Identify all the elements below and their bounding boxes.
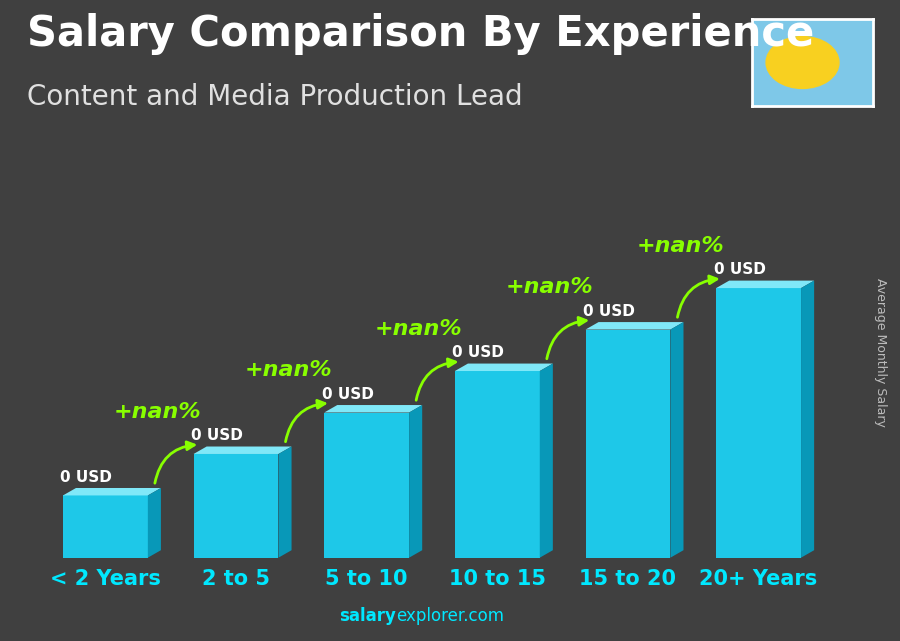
FancyArrowPatch shape bbox=[547, 317, 586, 359]
Bar bbox=[63, 495, 148, 558]
Polygon shape bbox=[716, 281, 815, 288]
Text: +nan%: +nan% bbox=[245, 360, 332, 380]
Text: explorer.com: explorer.com bbox=[396, 607, 504, 625]
Bar bbox=[586, 329, 670, 558]
Text: Average Monthly Salary: Average Monthly Salary bbox=[874, 278, 886, 427]
Polygon shape bbox=[278, 447, 292, 558]
Text: 0 USD: 0 USD bbox=[321, 387, 374, 402]
Text: +nan%: +nan% bbox=[113, 402, 202, 422]
Circle shape bbox=[766, 37, 839, 88]
Text: +nan%: +nan% bbox=[506, 277, 593, 297]
Text: +nan%: +nan% bbox=[375, 319, 463, 338]
Text: 0 USD: 0 USD bbox=[452, 345, 504, 360]
FancyArrowPatch shape bbox=[285, 401, 325, 442]
Text: 0 USD: 0 USD bbox=[583, 304, 634, 319]
Bar bbox=[194, 454, 278, 558]
Polygon shape bbox=[148, 488, 161, 558]
FancyArrowPatch shape bbox=[416, 359, 455, 400]
Text: Content and Media Production Lead: Content and Media Production Lead bbox=[27, 83, 523, 112]
Polygon shape bbox=[586, 322, 683, 329]
Polygon shape bbox=[454, 363, 553, 371]
Polygon shape bbox=[324, 405, 422, 413]
Bar bbox=[324, 413, 410, 558]
Text: 0 USD: 0 USD bbox=[60, 470, 112, 485]
Text: 0 USD: 0 USD bbox=[191, 428, 243, 443]
FancyArrowPatch shape bbox=[678, 276, 716, 317]
Bar bbox=[716, 288, 801, 558]
Polygon shape bbox=[410, 405, 422, 558]
Polygon shape bbox=[801, 281, 814, 558]
Polygon shape bbox=[540, 363, 553, 558]
Text: +nan%: +nan% bbox=[636, 236, 724, 256]
Polygon shape bbox=[63, 488, 161, 495]
Text: salary: salary bbox=[339, 607, 396, 625]
Polygon shape bbox=[194, 447, 292, 454]
Text: 0 USD: 0 USD bbox=[714, 262, 765, 278]
Text: Salary Comparison By Experience: Salary Comparison By Experience bbox=[27, 13, 814, 55]
Bar bbox=[454, 371, 540, 558]
Polygon shape bbox=[670, 322, 683, 558]
FancyArrowPatch shape bbox=[155, 442, 194, 483]
